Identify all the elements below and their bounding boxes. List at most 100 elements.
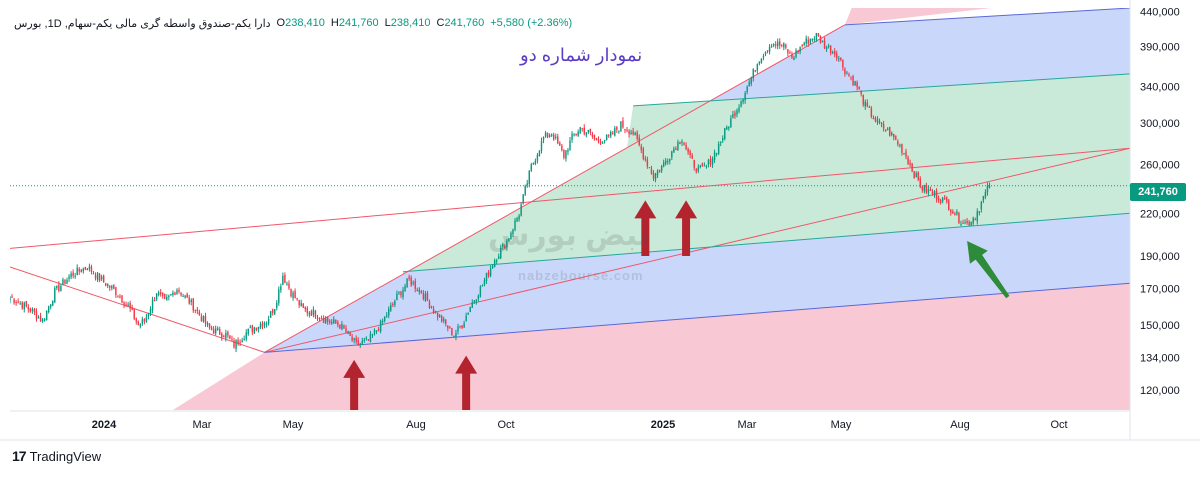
candle-body bbox=[899, 145, 901, 147]
candle-body bbox=[583, 127, 585, 134]
candle bbox=[986, 182, 989, 196]
candle-body bbox=[734, 112, 736, 117]
candle bbox=[524, 184, 526, 197]
tradingview-footer[interactable]: 17 TradingView bbox=[12, 448, 101, 464]
candle-body bbox=[339, 324, 341, 329]
candle bbox=[848, 72, 850, 77]
candle bbox=[603, 139, 606, 144]
candle bbox=[420, 289, 423, 294]
candle-body bbox=[787, 49, 789, 54]
candle-body bbox=[770, 46, 773, 48]
candle bbox=[886, 127, 889, 131]
candle bbox=[931, 189, 934, 196]
candle-body bbox=[188, 297, 190, 304]
candle bbox=[776, 38, 779, 50]
x-tick-label: Mar bbox=[193, 419, 212, 431]
candle bbox=[94, 272, 97, 281]
candle-body bbox=[825, 46, 828, 50]
candle bbox=[269, 310, 272, 318]
candle-body bbox=[754, 70, 757, 72]
candle bbox=[746, 85, 748, 95]
candle-body bbox=[326, 317, 329, 322]
candle bbox=[817, 33, 820, 37]
candle-body bbox=[693, 160, 695, 168]
y-tick-label: 260,000 bbox=[1140, 160, 1180, 172]
candle-body bbox=[298, 300, 300, 306]
candle-body bbox=[732, 114, 734, 119]
candle bbox=[628, 129, 630, 138]
candle-body bbox=[805, 38, 807, 44]
candle-body bbox=[493, 260, 496, 268]
candle-body bbox=[72, 272, 74, 276]
candle bbox=[534, 158, 537, 166]
candle-body bbox=[738, 107, 740, 112]
candle bbox=[797, 49, 799, 54]
candle bbox=[538, 150, 541, 157]
candle bbox=[954, 211, 956, 216]
candle-body bbox=[774, 44, 777, 46]
candle bbox=[37, 315, 40, 319]
candle bbox=[151, 296, 154, 314]
candle bbox=[834, 48, 836, 58]
candle bbox=[722, 135, 724, 144]
candle bbox=[27, 304, 30, 313]
green-arrow-aug-2025 bbox=[967, 241, 1010, 299]
candle bbox=[339, 324, 341, 330]
candle bbox=[803, 41, 805, 47]
candle bbox=[267, 315, 270, 326]
candle-body bbox=[872, 117, 875, 119]
candle-body bbox=[54, 288, 56, 303]
candle-body bbox=[766, 50, 769, 52]
candle bbox=[846, 70, 848, 75]
candle bbox=[388, 306, 390, 319]
symbol-name[interactable]: دارا یکم-صندوق واسطه گری مالی یکم-سهام, … bbox=[14, 18, 271, 30]
candle bbox=[410, 275, 412, 287]
candle bbox=[190, 298, 192, 306]
candle bbox=[52, 300, 54, 307]
candle-body bbox=[129, 302, 131, 309]
candle-body bbox=[52, 300, 54, 306]
candle bbox=[243, 335, 245, 341]
candle bbox=[691, 153, 693, 159]
candle bbox=[567, 148, 569, 156]
candle bbox=[823, 37, 826, 49]
candle bbox=[495, 258, 498, 265]
candle-body bbox=[620, 121, 622, 132]
candle-body bbox=[495, 260, 498, 262]
candle-body bbox=[964, 222, 966, 224]
candle-body bbox=[98, 274, 101, 281]
candle-body bbox=[104, 283, 107, 286]
pitchfork-upper-handle bbox=[264, 24, 846, 353]
candle-body bbox=[699, 165, 702, 168]
candle bbox=[876, 116, 879, 125]
candle bbox=[571, 131, 573, 143]
candle bbox=[172, 290, 174, 297]
candle-body bbox=[793, 57, 795, 60]
candle bbox=[500, 244, 502, 260]
candle-body bbox=[94, 275, 97, 279]
candle-body bbox=[184, 295, 186, 298]
candle-body bbox=[318, 318, 321, 320]
candle bbox=[302, 303, 304, 308]
candle bbox=[960, 220, 962, 227]
candle bbox=[239, 339, 241, 347]
candle-body bbox=[565, 150, 567, 159]
candle bbox=[41, 317, 44, 323]
candle bbox=[422, 290, 425, 301]
candle bbox=[64, 279, 66, 285]
candle bbox=[758, 61, 761, 66]
candle bbox=[933, 190, 936, 198]
candle-body bbox=[697, 167, 700, 172]
candle-body bbox=[669, 158, 671, 162]
candle-body bbox=[125, 304, 127, 306]
candle-body bbox=[465, 315, 467, 322]
candle bbox=[644, 155, 647, 162]
candle bbox=[976, 208, 978, 225]
candle-body bbox=[239, 342, 241, 344]
candle-body bbox=[375, 330, 378, 332]
candle-body bbox=[695, 169, 697, 172]
candle-body bbox=[526, 183, 528, 186]
candle bbox=[29, 307, 32, 313]
